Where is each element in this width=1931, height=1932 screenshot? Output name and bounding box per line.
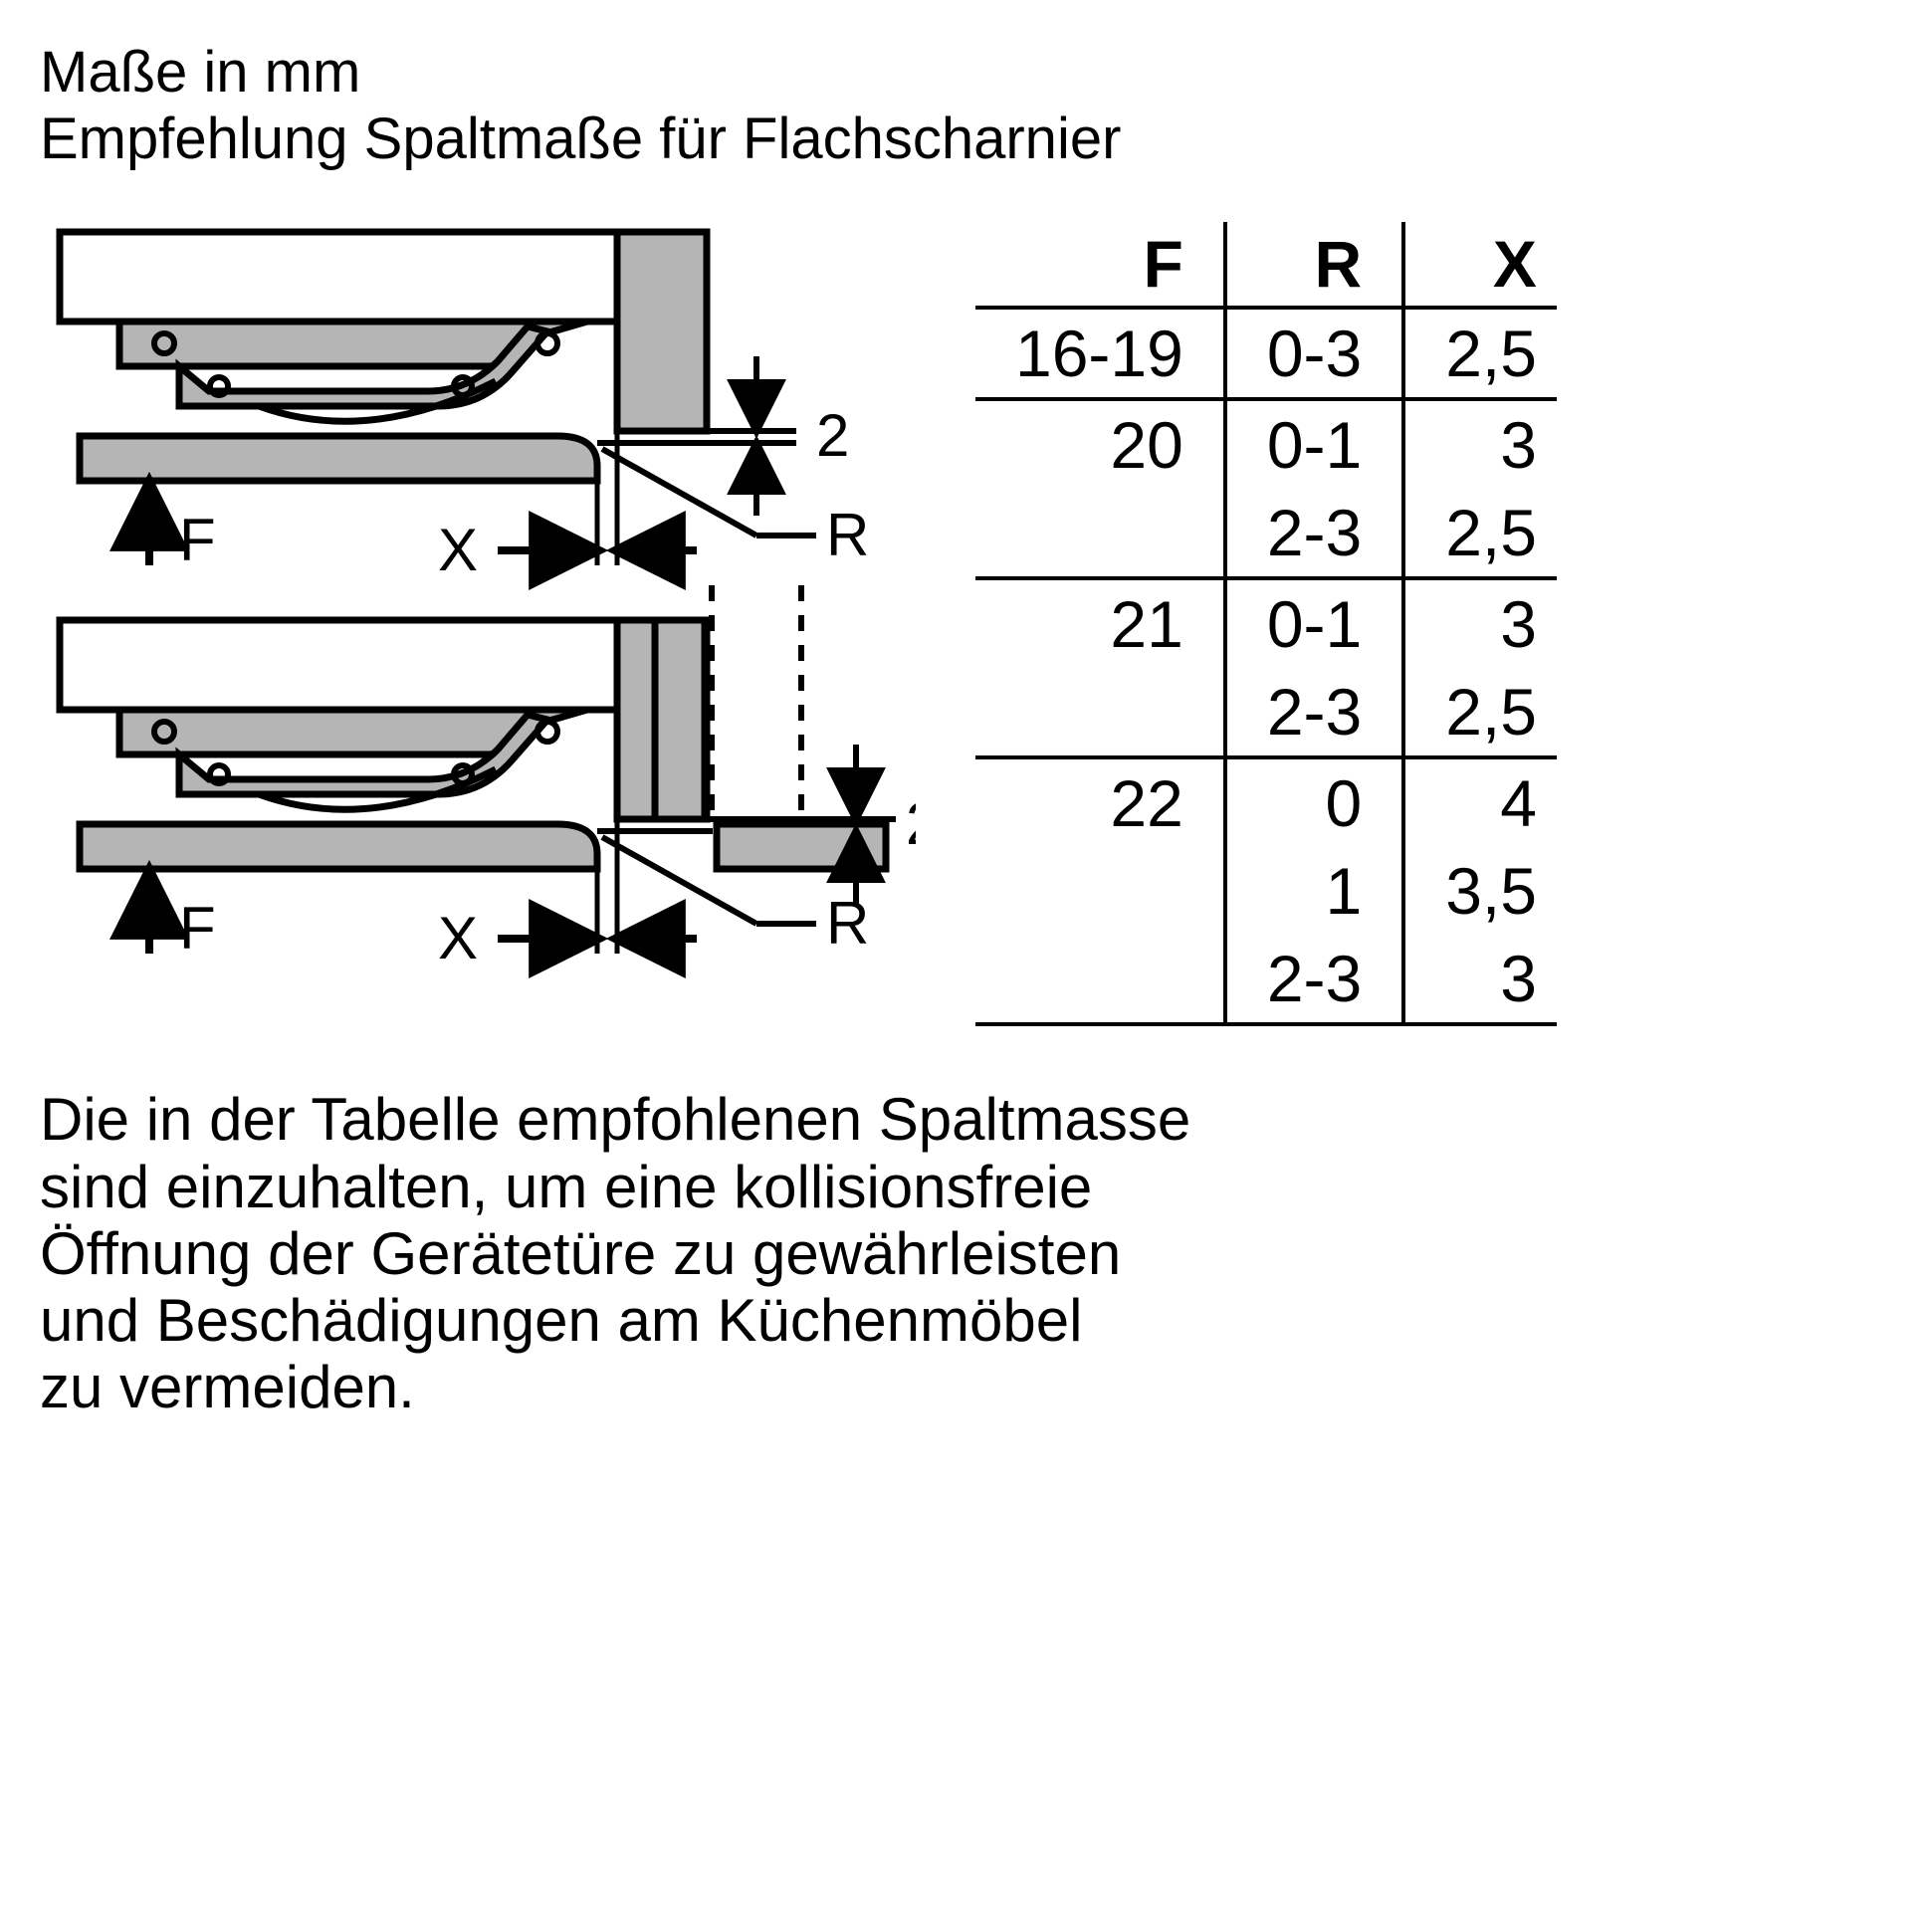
col-header-F: F	[975, 222, 1225, 308]
cell-F: 22	[975, 757, 1225, 847]
cell-X: 3	[1403, 935, 1557, 1024]
label-R-bottom: R	[826, 890, 869, 957]
cell-R: 2-3	[1225, 489, 1403, 578]
cell-R: 0	[1225, 757, 1403, 847]
cell-R: 2-3	[1225, 935, 1403, 1024]
cell-F	[975, 935, 1225, 1024]
heading-line2: Empfehlung Spaltmaße für Flachscharnier	[40, 107, 1891, 173]
cell-X: 2,5	[1403, 668, 1557, 757]
heading: Maße in mm Empfehlung Spaltmaße für Flac…	[40, 40, 1891, 172]
gap-label-top: 2	[816, 402, 849, 469]
label-X-top: X	[438, 517, 478, 583]
cell-R: 1	[1225, 847, 1403, 935]
footer-line: und Beschädigungen am Küchenmöbel	[40, 1287, 1891, 1354]
cell-R: 2-3	[1225, 668, 1403, 757]
heading-line1: Maße in mm	[40, 40, 1891, 107]
table-row: 200-13	[975, 399, 1557, 489]
footer-line: zu vermeiden.	[40, 1354, 1891, 1420]
footer-line: Die in der Tabelle empfohlenen Spaltmass…	[40, 1086, 1891, 1153]
cell-F: 16-19	[975, 308, 1225, 399]
footer-note: Die in der Tabelle empfohlenen Spaltmass…	[40, 1086, 1891, 1420]
table-row: 16-190-32,5	[975, 308, 1557, 399]
cell-R: 0-1	[1225, 578, 1403, 668]
table-row: 2204	[975, 757, 1557, 847]
table-row: 2-33	[975, 935, 1557, 1024]
cell-X: 3,5	[1403, 847, 1557, 935]
cell-F	[975, 489, 1225, 578]
table-row: 13,5	[975, 847, 1557, 935]
cell-F: 21	[975, 578, 1225, 668]
table-header-row: F R X	[975, 222, 1557, 308]
gap-label-bottom: 2	[906, 790, 916, 857]
gap-table: F R X 16-190-32,5200-132-32,5210-132-32,…	[975, 222, 1557, 1026]
footer-line: Öffnung der Gerätetüre zu gewährleisten	[40, 1220, 1891, 1287]
cell-R: 0-1	[1225, 399, 1403, 489]
cell-X: 2,5	[1403, 489, 1557, 578]
cell-F	[975, 847, 1225, 935]
table-row: 210-13	[975, 578, 1557, 668]
cell-X: 2,5	[1403, 308, 1557, 399]
label-F-bottom: F	[179, 895, 216, 962]
label-R-top: R	[826, 502, 869, 568]
cell-F: 20	[975, 399, 1225, 489]
cell-X: 4	[1403, 757, 1557, 847]
cell-X: 3	[1403, 399, 1557, 489]
footer-line: sind einzuhalten, um eine kollisionsfrei…	[40, 1154, 1891, 1220]
cell-R: 0-3	[1225, 308, 1403, 399]
label-X-bottom: X	[438, 905, 478, 971]
col-header-R: R	[1225, 222, 1403, 308]
table-row: 2-32,5	[975, 668, 1557, 757]
label-F-top: F	[179, 507, 216, 573]
hinge-diagrams: 2 F X R	[40, 222, 916, 992]
cell-F	[975, 668, 1225, 757]
col-header-X: X	[1403, 222, 1557, 308]
cell-X: 3	[1403, 578, 1557, 668]
table-row: 2-32,5	[975, 489, 1557, 578]
